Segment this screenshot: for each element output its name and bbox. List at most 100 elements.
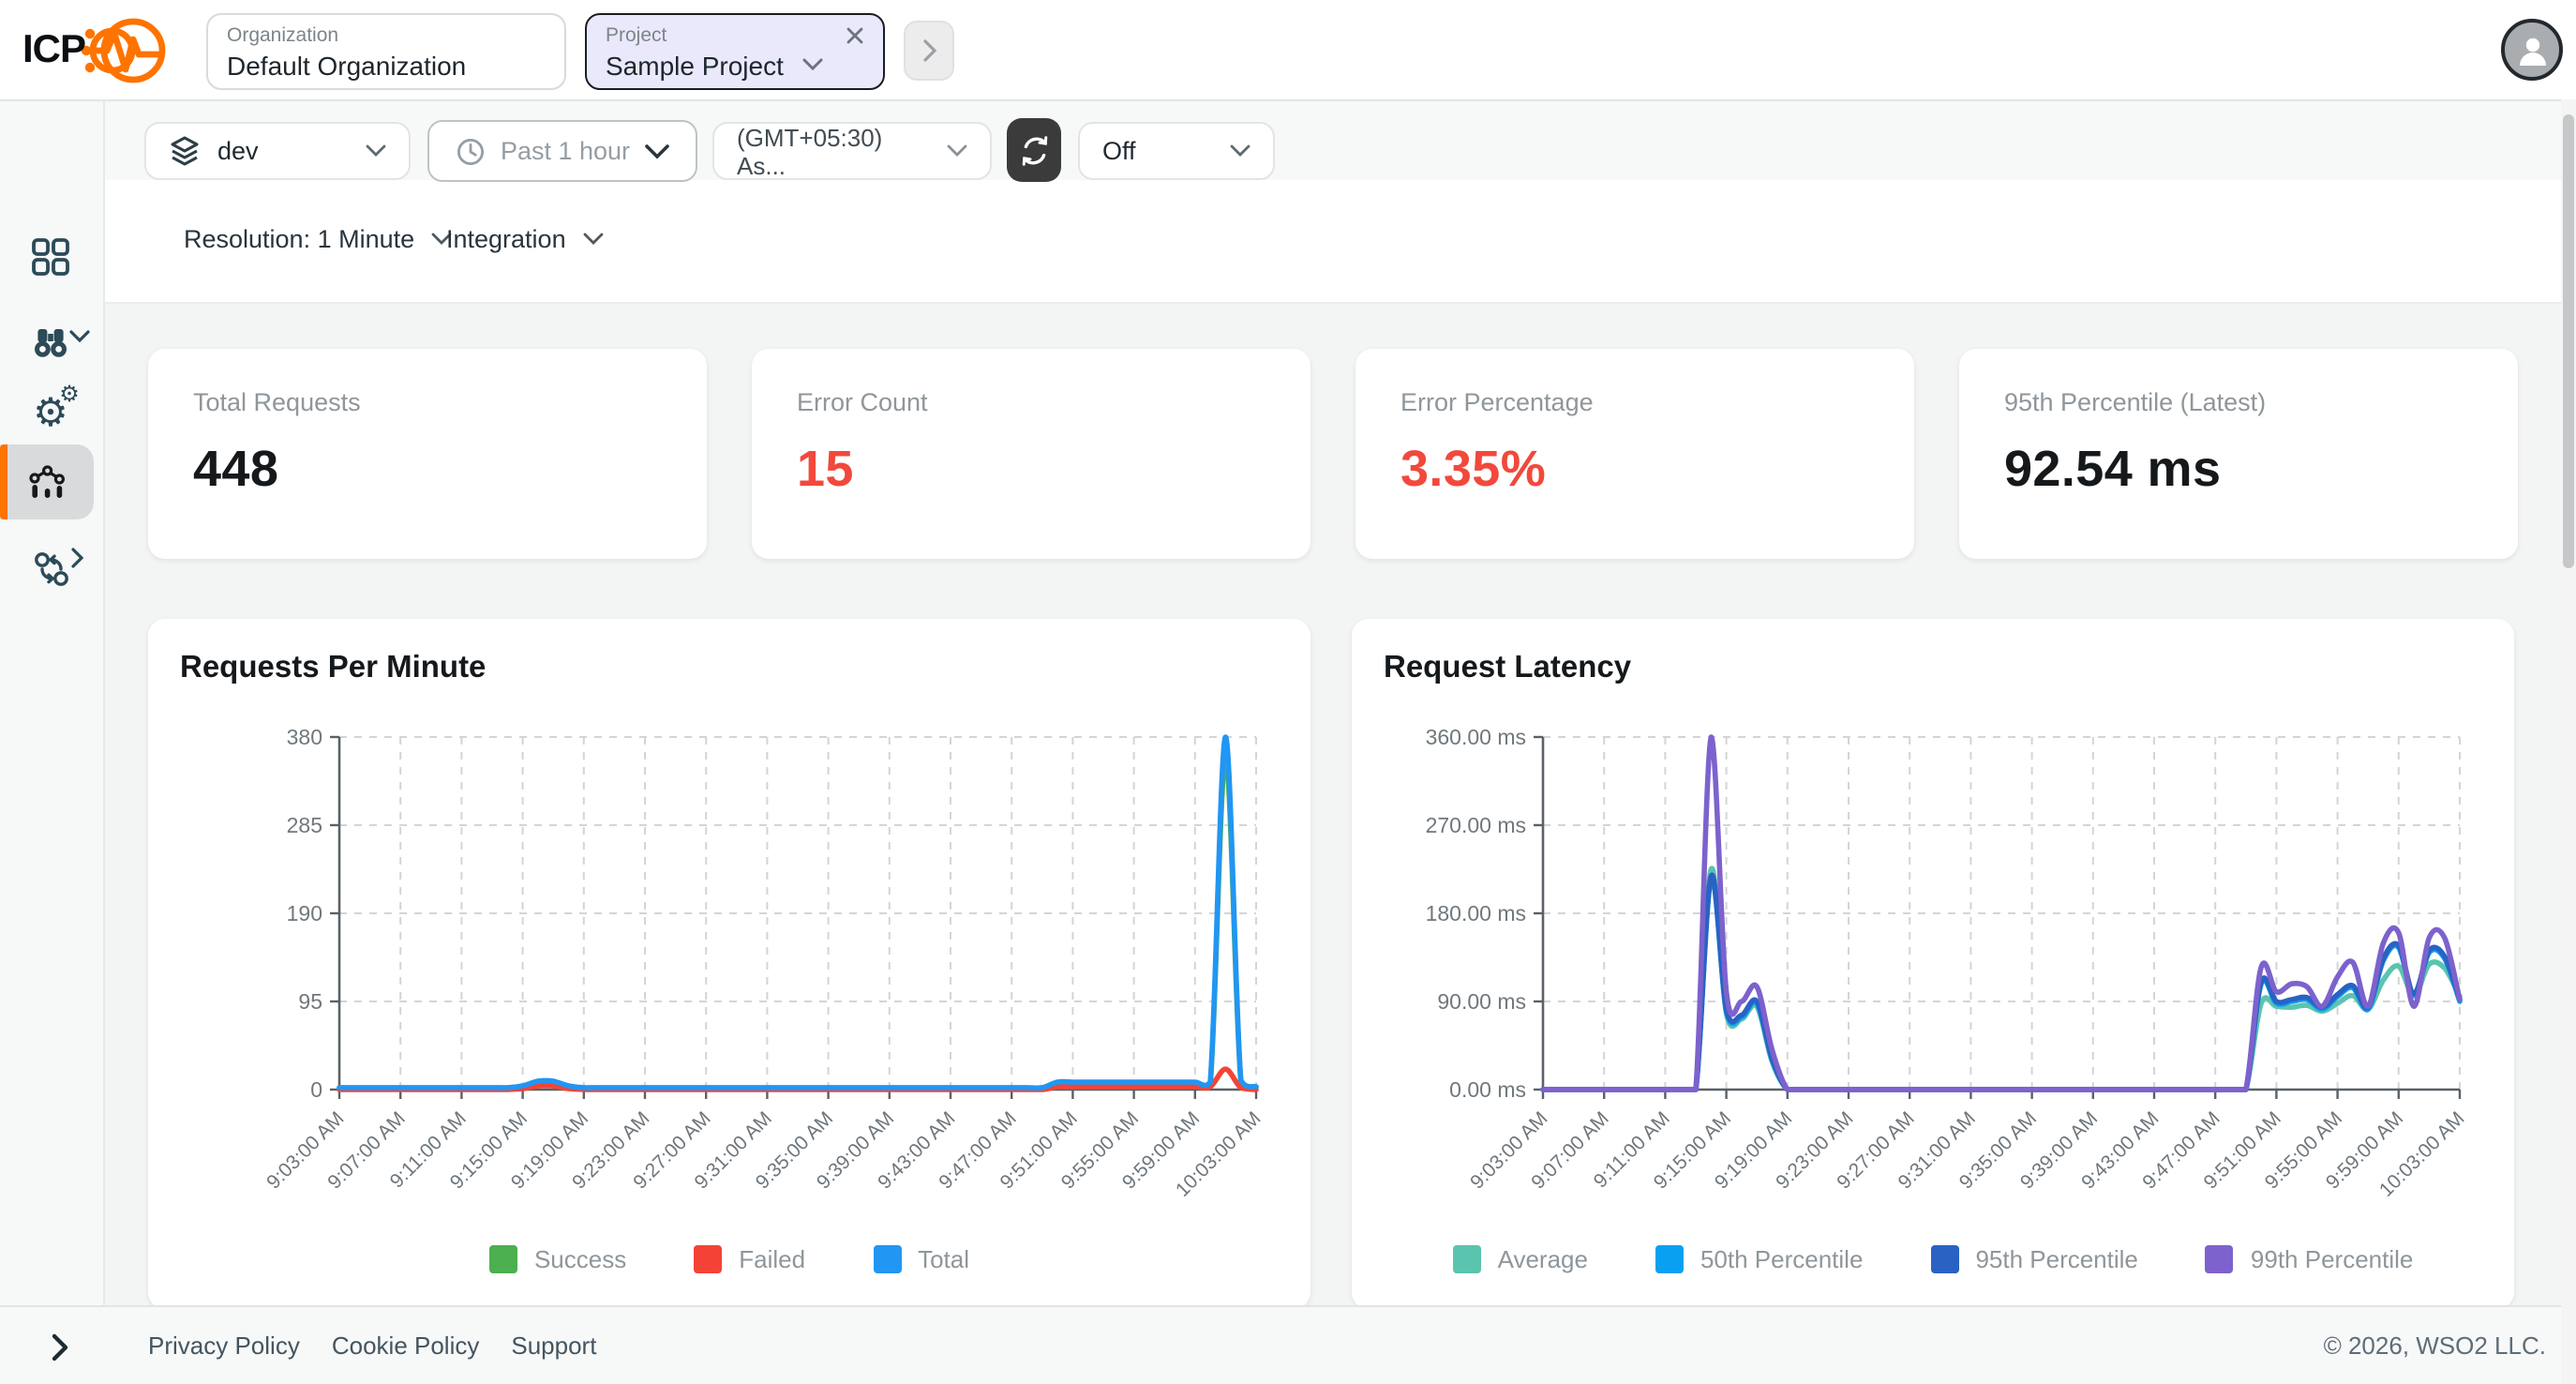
stat-value: 92.54 ms bbox=[2004, 441, 2222, 497]
layers-icon bbox=[169, 135, 201, 167]
cookie-policy-link[interactable]: Cookie Policy bbox=[331, 1331, 480, 1360]
time-range-value: Past 1 hour bbox=[500, 137, 631, 165]
gears-icon: ⚙ ⚙ bbox=[33, 380, 80, 434]
svg-text:180.00 ms: 180.00 ms bbox=[1426, 901, 1526, 925]
component-value: Integration bbox=[446, 225, 566, 253]
legend-item[interactable]: Total bbox=[873, 1245, 969, 1273]
timezone-value: (GMT+05:30) As... bbox=[737, 123, 883, 179]
person-icon bbox=[2509, 27, 2554, 72]
privacy-policy-link[interactable]: Privacy Policy bbox=[148, 1331, 300, 1360]
svg-text:95: 95 bbox=[298, 989, 322, 1014]
sidebar-item-observe[interactable] bbox=[17, 309, 84, 377]
auto-refresh-value: Off bbox=[1102, 137, 1136, 165]
auto-refresh-select[interactable]: Off bbox=[1078, 122, 1275, 180]
stat-label: Total Requests bbox=[193, 388, 361, 416]
sidebar-item-metrics-active[interactable] bbox=[0, 444, 94, 519]
legend-label: Failed bbox=[739, 1245, 806, 1273]
svg-text:190: 190 bbox=[287, 901, 322, 925]
chevron-down-icon bbox=[802, 57, 823, 70]
legend-item[interactable]: 95th Percentile bbox=[1930, 1245, 2138, 1273]
filter-toolbar: dev Past 1 hour (GMT+05:30) As... bbox=[103, 99, 2576, 182]
environment-value: dev bbox=[217, 137, 259, 165]
svg-text:270.00 ms: 270.00 ms bbox=[1426, 813, 1526, 837]
svg-text:0: 0 bbox=[310, 1077, 322, 1102]
sidebar-expand-button[interactable] bbox=[36, 1322, 84, 1371]
chart-title: Request Latency bbox=[1384, 651, 1632, 684]
time-range-button[interactable]: Past 1 hour bbox=[427, 120, 697, 182]
scrollbar-track[interactable] bbox=[2561, 99, 2576, 1384]
legend-swatch bbox=[873, 1245, 902, 1273]
svg-text:360.00 ms: 360.00 ms bbox=[1426, 725, 1526, 749]
refresh-icon bbox=[1019, 134, 1049, 166]
legend-label: 50th Percentile bbox=[1700, 1245, 1864, 1273]
footer-links: Privacy Policy Cookie Policy Support bbox=[148, 1307, 596, 1384]
stat-label: Error Percentage bbox=[1400, 388, 1594, 416]
resolution-value: Resolution: 1 Minute bbox=[184, 225, 415, 253]
dashboard-grid-icon bbox=[30, 236, 71, 278]
user-avatar[interactable] bbox=[2501, 19, 2563, 81]
sidebar-item-workflows[interactable] bbox=[17, 534, 84, 602]
metrics-chart-icon bbox=[25, 460, 68, 504]
chevron-down-icon bbox=[1230, 144, 1251, 158]
legend-swatch bbox=[1930, 1245, 1959, 1273]
sidebar-item-dashboard[interactable] bbox=[17, 223, 84, 291]
chevron-down-icon bbox=[645, 143, 669, 158]
legend-item[interactable]: 50th Percentile bbox=[1655, 1245, 1863, 1273]
close-icon[interactable] bbox=[846, 26, 864, 45]
app-logo: ICP bbox=[22, 9, 172, 92]
expand-breadcrumb-button[interactable] bbox=[904, 21, 954, 81]
legend-swatch bbox=[1655, 1245, 1684, 1273]
refresh-button[interactable] bbox=[1007, 118, 1061, 182]
legend-item[interactable]: Failed bbox=[694, 1245, 805, 1273]
legend-label: 95th Percentile bbox=[1975, 1245, 2138, 1273]
copyright-text: © 2026, WSO2 LLC. bbox=[2323, 1331, 2546, 1360]
environment-select[interactable]: dev bbox=[144, 122, 411, 180]
resolution-dropdown[interactable]: Resolution: 1 Minute bbox=[184, 225, 452, 253]
secondary-filter-band: Resolution: 1 Minute Integration bbox=[103, 180, 2576, 304]
organization-selector[interactable]: Organization Default Organization bbox=[206, 13, 566, 90]
chevron-right-icon[interactable] bbox=[71, 548, 84, 568]
chevron-down-icon bbox=[947, 144, 967, 158]
stat-card-error-count: Error Count 15 bbox=[752, 349, 1310, 559]
project-selector[interactable]: Project Sample Project bbox=[585, 13, 885, 90]
chevron-right-icon bbox=[51, 1332, 69, 1361]
footer: Privacy Policy Cookie Policy Support © 2… bbox=[0, 1305, 2576, 1384]
sidebar-item-settings[interactable]: ⚙ ⚙ bbox=[17, 379, 84, 446]
chevron-down-icon bbox=[431, 233, 452, 246]
clock-icon bbox=[456, 136, 486, 166]
legend-swatch bbox=[488, 1245, 517, 1273]
chevron-down-icon[interactable] bbox=[69, 330, 90, 343]
requests-per-minute-card: Requests Per Minute 0 95 190 285 380 9:03:00 … bbox=[148, 619, 1310, 1309]
legend-swatch bbox=[1452, 1245, 1481, 1273]
request-latency-chart[interactable]: 0.00 ms 90.00 ms 180.00 ms 270.00 ms 360.00 … bbox=[1408, 713, 2480, 1223]
stat-value: 15 bbox=[797, 441, 854, 497]
chart-legend: Success Failed Total bbox=[148, 1245, 1310, 1273]
stat-value: 3.35% bbox=[1400, 441, 1547, 497]
component-dropdown[interactable]: Integration bbox=[446, 225, 604, 253]
chart-legend: Average 50th Percentile 95th Percentile 99t… bbox=[1352, 1245, 2514, 1273]
legend-swatch bbox=[694, 1245, 723, 1273]
chevron-right-icon bbox=[921, 39, 936, 62]
binoculars-icon bbox=[30, 324, 71, 362]
logo-pulse-icon bbox=[78, 8, 172, 94]
timezone-select[interactable]: (GMT+05:30) As... bbox=[712, 122, 992, 180]
stat-label: Error Count bbox=[797, 388, 928, 416]
legend-item[interactable]: Average bbox=[1452, 1245, 1588, 1273]
legend-item[interactable]: Success bbox=[488, 1245, 627, 1273]
legend-label: Total bbox=[918, 1245, 970, 1273]
scrollbar-thumb[interactable] bbox=[2563, 114, 2574, 568]
legend-label: Success bbox=[533, 1245, 627, 1273]
support-link[interactable]: Support bbox=[511, 1331, 597, 1360]
legend-item[interactable]: 99th Percentile bbox=[2205, 1245, 2414, 1273]
stat-card-error-percentage: Error Percentage 3.35% bbox=[1355, 349, 1914, 559]
svg-text:0.00 ms: 0.00 ms bbox=[1449, 1077, 1526, 1102]
workflow-icon bbox=[31, 549, 70, 588]
legend-label: 99th Percentile bbox=[2250, 1245, 2414, 1273]
project-value: Sample Project bbox=[606, 51, 784, 81]
legend-swatch bbox=[2205, 1245, 2234, 1273]
request-latency-card: Request Latency 0.00 ms 90.00 ms 180.00 ms… bbox=[1352, 619, 2514, 1309]
organization-label: Organization bbox=[227, 24, 339, 47]
chevron-down-icon bbox=[366, 144, 386, 158]
